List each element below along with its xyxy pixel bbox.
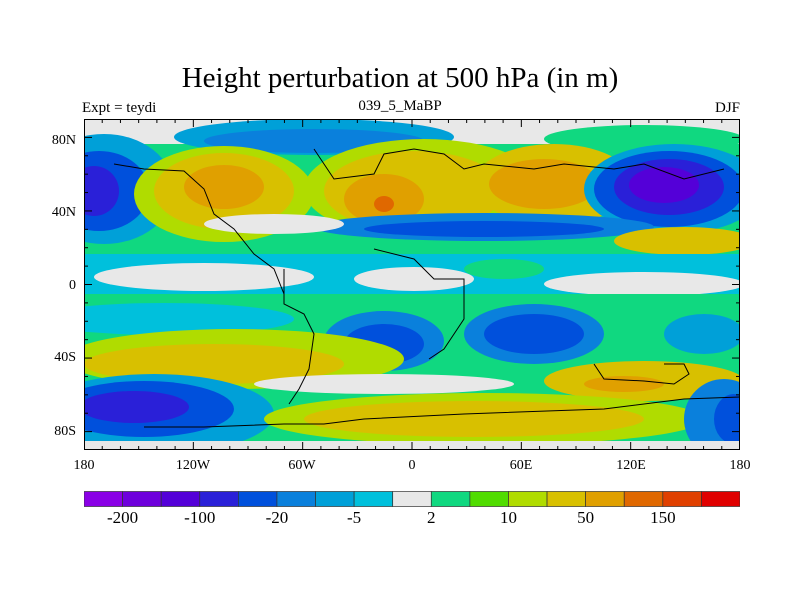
colorbar-swatch	[585, 491, 625, 507]
colorbar-label: 50	[577, 508, 595, 527]
colorbar-swatch	[84, 491, 123, 507]
colorbar-swatch	[160, 491, 201, 507]
colorbar-swatch	[315, 491, 355, 507]
x-tick-label: 120W	[175, 458, 211, 473]
colorbar-swatch	[662, 491, 702, 507]
colorbar-swatch	[546, 491, 586, 507]
y-tick-label: 0	[69, 278, 76, 293]
y-tick-label: 40N	[51, 205, 76, 220]
colorbar-swatch	[469, 491, 509, 507]
experiment-label: Expt = teydi	[82, 100, 157, 116]
colorbar-swatch	[701, 491, 740, 507]
colorbar-swatch	[430, 491, 471, 507]
x-tick-label: 120E	[616, 458, 646, 473]
colorbar	[84, 491, 740, 507]
colorbar-swatch	[623, 491, 664, 507]
coastlines	[113, 148, 740, 428]
colorbar-swatch	[276, 491, 316, 507]
colorbar-label: -5	[347, 508, 362, 527]
x-tick-label: 180	[73, 458, 95, 473]
season-label: DJF	[714, 100, 740, 116]
x-tick-label: 0	[408, 458, 416, 473]
colorbar-swatch	[122, 491, 162, 507]
y-tick-label: 80S	[54, 424, 76, 439]
case-label: 039_5_MaBP	[358, 98, 442, 114]
colorbar-swatch	[353, 491, 394, 507]
colorbar-label: -100	[184, 508, 216, 527]
colorbar-swatch	[508, 491, 548, 507]
y-tick-label: 40S	[54, 350, 76, 365]
x-tick-label: 60W	[288, 458, 316, 473]
colorbar-swatch	[199, 491, 239, 507]
contour-map	[84, 119, 740, 450]
colorbar-label: -20	[265, 508, 289, 527]
colorbar-label: 10	[499, 508, 517, 527]
y-tick-label: 80N	[51, 133, 76, 148]
x-tick-label: 60E	[509, 458, 533, 473]
colorbar-label: -200	[106, 508, 139, 527]
x-tick-label: 180	[729, 458, 751, 473]
colorbar-label: 2	[427, 508, 436, 527]
chart-title: Height perturbation at 500 hPa (in m)	[181, 62, 619, 94]
colorbar-swatch	[238, 491, 278, 507]
colorbar-swatch	[392, 491, 432, 507]
colorbar-label: 150	[650, 508, 676, 527]
